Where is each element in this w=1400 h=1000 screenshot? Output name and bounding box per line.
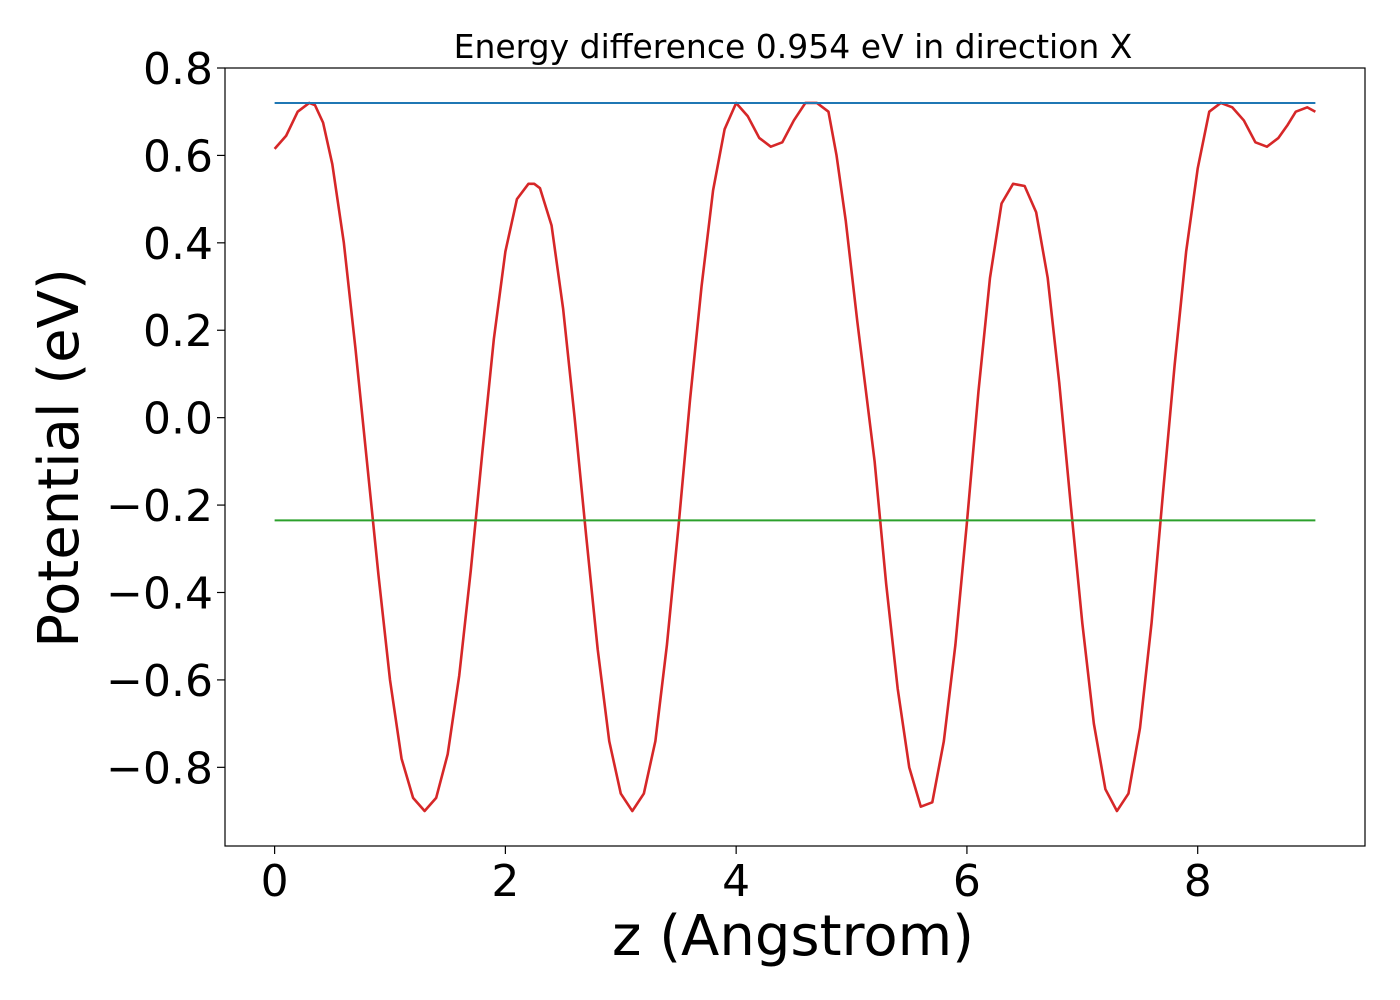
series-layer <box>273 101 1316 813</box>
y-tick-label: 0.2 <box>143 306 213 357</box>
x-tick-label: 8 <box>1184 856 1212 907</box>
x-tick-label: 2 <box>491 856 519 907</box>
chart-title: Energy difference 0.954 eV in direction … <box>454 27 1133 66</box>
y-tick-label: 0.0 <box>143 394 213 445</box>
series-line-0 <box>273 101 1316 813</box>
y-tick-label: 0.6 <box>143 131 213 182</box>
plot-frame <box>224 67 1366 847</box>
y-tick-label: 0.4 <box>143 219 213 270</box>
x-tick-label: 6 <box>953 856 981 907</box>
y-tick-label: −0.6 <box>106 656 213 707</box>
y-tick-label: 0.8 <box>143 44 213 95</box>
y-tick-label: −0.2 <box>106 481 213 532</box>
y-tick-label: −0.8 <box>106 743 213 794</box>
x-axis: 0 2 4 6 8 <box>261 846 1212 907</box>
y-tick-label: −0.4 <box>106 568 213 619</box>
y-axis: −0.8 −0.6 −0.4 −0.2 0.0 0.2 0.4 0.6 0.8 <box>106 44 225 794</box>
y-axis-title: Potential (eV) <box>27 268 92 648</box>
x-tick-label: 4 <box>722 856 750 907</box>
x-tick-label: 0 <box>261 856 289 907</box>
x-axis-title: z (Angstrom) <box>612 904 974 969</box>
